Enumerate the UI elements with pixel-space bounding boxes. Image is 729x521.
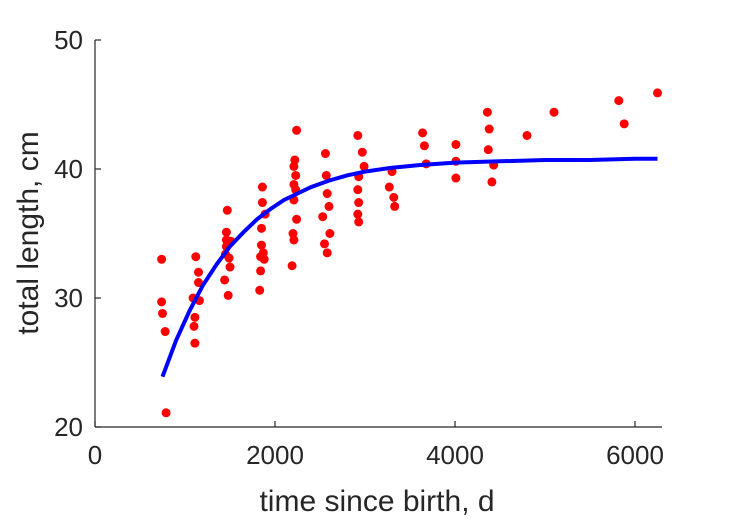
data-point (222, 205, 232, 215)
data-point (256, 266, 266, 276)
data-point (189, 321, 199, 331)
data-point (353, 185, 363, 195)
data-point (487, 177, 497, 187)
data-point (220, 275, 230, 285)
data-point (320, 149, 330, 159)
data-point (390, 201, 400, 211)
data-point (194, 278, 203, 288)
data-point (354, 198, 364, 208)
data-point (161, 408, 171, 418)
data-point (522, 130, 532, 140)
data-point (255, 285, 265, 295)
data-point (322, 189, 332, 199)
x-tick-label: 2000 (246, 440, 304, 470)
data-point (160, 327, 170, 337)
data-point (157, 297, 167, 307)
data-point (353, 209, 363, 219)
data-point (257, 198, 267, 208)
data-point (224, 253, 234, 263)
data-point (318, 212, 328, 222)
x-tick-label: 0 (88, 440, 102, 470)
data-point (353, 130, 363, 140)
data-point (259, 254, 269, 264)
data-point (549, 107, 559, 117)
data-point (194, 267, 203, 277)
data-points (157, 88, 662, 418)
data-point (292, 125, 302, 135)
data-point (359, 161, 369, 171)
data-point (325, 229, 335, 238)
data-point (157, 254, 167, 264)
x-axis-ticks: 0 2000 4000 6000 (88, 421, 664, 470)
data-point (483, 145, 493, 155)
y-tick-label: 40 (54, 154, 83, 184)
data-point (322, 248, 332, 258)
x-tick-label: 4000 (426, 440, 484, 470)
data-point (290, 155, 300, 165)
data-point (653, 88, 662, 98)
y-axis-ticks: 20 30 40 50 (54, 25, 101, 442)
data-point (451, 139, 461, 149)
data-point (289, 235, 299, 245)
data-point (419, 141, 429, 151)
data-point (354, 217, 364, 227)
data-point (324, 201, 334, 211)
data-point (223, 290, 233, 300)
y-axis-label: total length, cm (12, 131, 45, 334)
data-point (614, 96, 624, 106)
data-point (291, 170, 301, 180)
data-point (321, 170, 331, 180)
data-point (484, 124, 494, 134)
data-point (320, 239, 329, 249)
x-tick-label: 6000 (606, 440, 664, 470)
data-point (389, 192, 399, 202)
data-point (384, 182, 394, 192)
y-tick-label: 50 (54, 25, 83, 55)
data-point (158, 308, 167, 318)
data-point (292, 214, 302, 224)
data-point (225, 262, 235, 272)
data-point (191, 252, 201, 262)
data-point (451, 173, 461, 183)
data-point (619, 119, 629, 129)
x-axis-label: time since birth, d (259, 485, 494, 518)
data-point (357, 147, 367, 157)
data-point (287, 261, 297, 271)
data-point (221, 227, 231, 237)
data-point (190, 338, 200, 348)
data-point (257, 223, 266, 233)
data-point (257, 240, 266, 250)
fit-curve (160, 156, 658, 378)
data-point (482, 107, 492, 117)
y-tick-label: 20 (54, 412, 83, 442)
data-point (418, 128, 428, 138)
data-point (190, 312, 200, 322)
data-point (257, 182, 267, 192)
y-tick-label: 30 (54, 283, 83, 313)
